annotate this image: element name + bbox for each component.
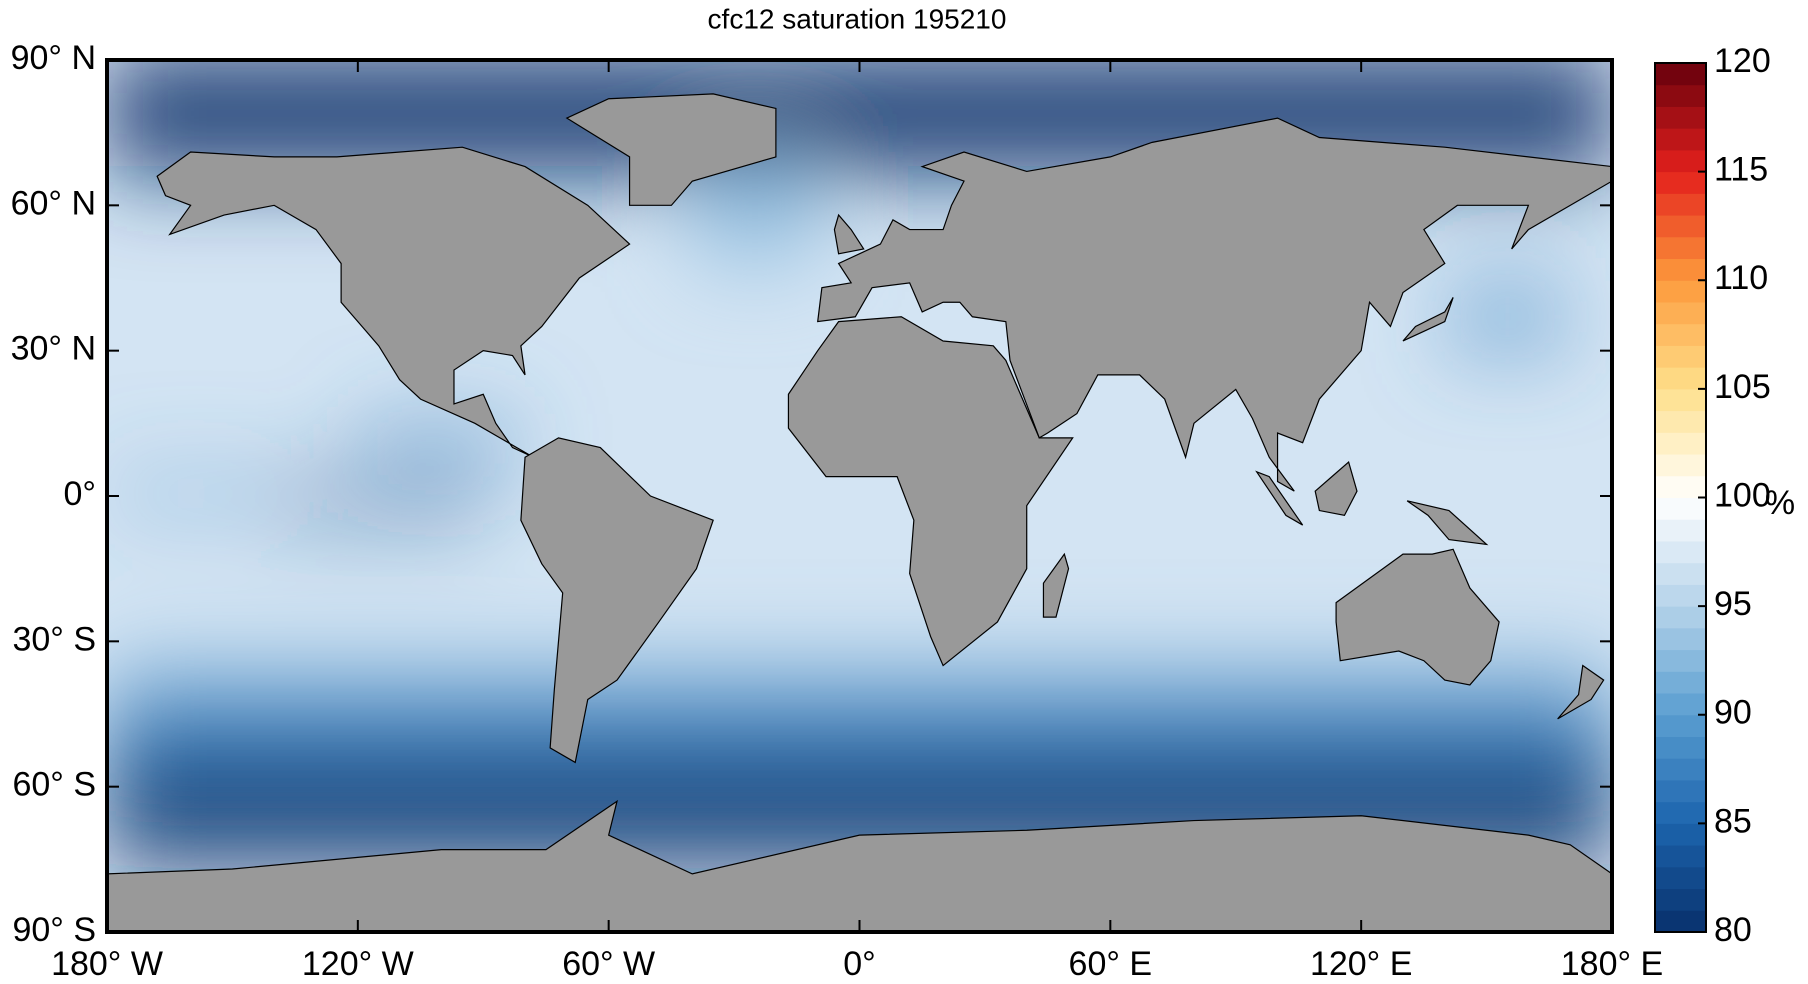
land bbox=[107, 94, 1612, 932]
colorbar-step bbox=[1655, 627, 1706, 651]
map-area bbox=[107, 60, 1612, 932]
y-tick-label: 60° N bbox=[11, 184, 96, 222]
y-tick-label: 30° N bbox=[11, 330, 96, 368]
colorbar-step bbox=[1655, 367, 1706, 390]
eurasia bbox=[818, 118, 1612, 491]
colorbar-step bbox=[1655, 497, 1706, 520]
colorbar-step bbox=[1655, 801, 1706, 824]
colorbar: 80 85 90 95 100 105 110 115 120 bbox=[1654, 42, 1771, 949]
colorbar-step bbox=[1655, 128, 1706, 151]
x-tick-label: 120° E bbox=[1310, 945, 1412, 983]
sumatra bbox=[1257, 472, 1303, 525]
y-tick-label: 30° S bbox=[12, 620, 96, 658]
y-tick-label: 0° bbox=[63, 475, 96, 513]
britain bbox=[834, 215, 863, 254]
colorbar-step bbox=[1655, 171, 1706, 194]
colorbar-step bbox=[1655, 540, 1706, 564]
axis-ticks: 180° W 120° W 60° W 0° 60° E 120° E 180° E 90° … bbox=[11, 39, 1664, 983]
colorbar-tick-label: 100 bbox=[1714, 476, 1771, 514]
colorbar-tick-label: 80 bbox=[1714, 911, 1752, 949]
colorbar-step bbox=[1655, 845, 1706, 868]
colorbar-step bbox=[1655, 714, 1706, 737]
colorbar-step bbox=[1655, 606, 1706, 629]
japan bbox=[1403, 297, 1453, 341]
colorbar-tick-label: 95 bbox=[1714, 585, 1752, 623]
colorbar-tick-label: 110 bbox=[1714, 259, 1768, 297]
colorbar-step bbox=[1655, 388, 1706, 412]
colorbar-step bbox=[1655, 106, 1706, 129]
colorbar-step bbox=[1655, 475, 1706, 498]
y-tick-label: 90° N bbox=[11, 39, 96, 77]
colorbar-step bbox=[1655, 693, 1706, 716]
x-tick-label: 60° W bbox=[562, 945, 655, 983]
colorbar-step bbox=[1655, 236, 1706, 260]
colorbar-step bbox=[1655, 454, 1706, 477]
x-tick-label: 60° E bbox=[1069, 945, 1153, 983]
x-tick-label: 180° W bbox=[51, 945, 163, 983]
colorbar-step bbox=[1655, 671, 1706, 694]
colorbar-step bbox=[1655, 323, 1706, 346]
antarctica bbox=[107, 801, 1612, 932]
colorbar-tick-label: 120 bbox=[1714, 42, 1771, 80]
map-title: cfc12 saturation 195210 bbox=[708, 3, 1007, 34]
new-zealand bbox=[1558, 666, 1604, 719]
colorbar-step bbox=[1655, 758, 1706, 781]
colorbar-step bbox=[1655, 649, 1706, 672]
x-tick-label: 0° bbox=[843, 945, 876, 983]
colorbar-step bbox=[1655, 866, 1706, 890]
colorbar-step bbox=[1655, 736, 1706, 759]
y-tick-label: 60° S bbox=[12, 766, 96, 804]
africa bbox=[788, 317, 1072, 666]
colorbar-tick-label: 105 bbox=[1714, 368, 1771, 406]
colorbar-step bbox=[1655, 888, 1706, 911]
colorbar-tick-label: 90 bbox=[1714, 694, 1752, 732]
colorbar-label: % bbox=[1765, 484, 1795, 522]
colorbar-step bbox=[1655, 410, 1706, 433]
colorbar-step bbox=[1655, 84, 1706, 107]
colorbar-step bbox=[1655, 432, 1706, 455]
y-tick-label: 90° S bbox=[12, 911, 96, 949]
colorbar-step bbox=[1655, 258, 1706, 281]
madagascar bbox=[1043, 554, 1068, 617]
colorbar-step bbox=[1655, 562, 1706, 585]
borneo bbox=[1315, 462, 1357, 515]
colorbar-step bbox=[1655, 193, 1706, 216]
colorbar-tick-label: 85 bbox=[1714, 802, 1752, 840]
australia bbox=[1336, 549, 1499, 685]
colorbar-step bbox=[1655, 910, 1706, 933]
greenland bbox=[567, 94, 776, 205]
x-tick-label: 120° W bbox=[302, 945, 414, 983]
colorbar-step bbox=[1655, 519, 1706, 542]
north-america bbox=[157, 147, 629, 457]
colorbar-step bbox=[1655, 345, 1706, 368]
colorbar-tick-label: 115 bbox=[1714, 151, 1768, 189]
south-america bbox=[521, 438, 713, 763]
colorbar-step bbox=[1655, 301, 1706, 325]
colorbar-step bbox=[1655, 63, 1706, 86]
colorbar-step bbox=[1655, 584, 1706, 607]
colorbar-step bbox=[1655, 280, 1706, 303]
colorbar-step bbox=[1655, 779, 1706, 803]
colorbar-step bbox=[1655, 823, 1706, 846]
x-tick-label: 180° E bbox=[1561, 945, 1663, 983]
new-guinea bbox=[1407, 501, 1486, 545]
colorbar-step bbox=[1655, 215, 1706, 238]
colorbar-step bbox=[1655, 149, 1706, 173]
